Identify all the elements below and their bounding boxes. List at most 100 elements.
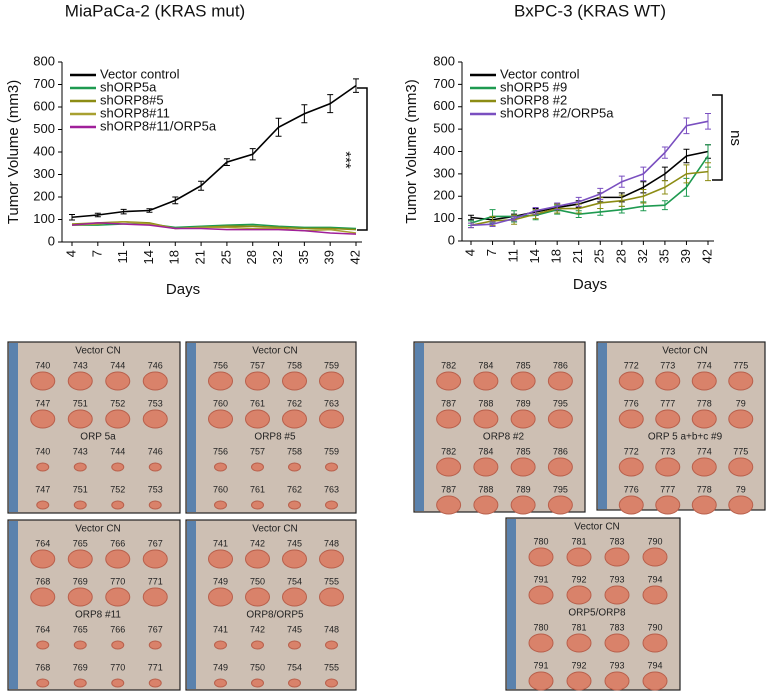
sample-label: 744 (110, 360, 125, 370)
x-tick-label: 21 (570, 249, 585, 263)
x-tick-label: 11 (506, 249, 521, 263)
sample-label: 774 (697, 360, 712, 370)
sample-label: 790 (647, 622, 662, 632)
tumor (288, 500, 301, 510)
ruler (415, 343, 424, 511)
y-tick-label: 500 (33, 121, 55, 136)
error-bar (468, 222, 474, 229)
y-tick-label: 500 (433, 121, 455, 136)
sample-label: 770 (110, 662, 125, 672)
sample-label: 753 (148, 398, 163, 408)
y-tick-label: 0 (48, 233, 55, 248)
group-label: ORP8/ORP5 (246, 610, 304, 621)
sample-label: 780 (533, 622, 548, 632)
sample-label: 750 (250, 662, 265, 672)
x-tick-label: 4 (462, 249, 477, 256)
tumor (251, 640, 264, 650)
sample-label: 771 (148, 576, 163, 586)
tumor (566, 585, 592, 605)
sample-label: 763 (324, 398, 339, 408)
sample-label: 775 (733, 360, 748, 370)
sample-label: 79 (736, 484, 746, 494)
y-tick-label: 100 (33, 211, 55, 226)
tumor (655, 457, 681, 477)
tumor (282, 587, 307, 607)
error-bar (327, 94, 334, 114)
sample-label: 778 (697, 484, 712, 494)
y-tick-label: 100 (433, 210, 455, 225)
sample-label: 792 (571, 660, 586, 670)
y-tick-label: 300 (33, 166, 55, 181)
chart-title: BxPC-3 (KRAS WT) (514, 1, 666, 20)
tumor (208, 549, 233, 569)
sample-label: 742 (250, 624, 265, 634)
sample-label: 79 (736, 398, 746, 408)
sample-label: 747 (35, 484, 50, 494)
tumor (30, 371, 56, 391)
tumor (604, 585, 630, 605)
tumor (325, 462, 338, 472)
x-tick-label: 28 (244, 250, 259, 264)
tumor (73, 640, 87, 650)
tumor (604, 547, 630, 567)
ruler (187, 521, 196, 689)
series-line (71, 222, 357, 235)
tumor (618, 409, 644, 429)
tumor (30, 587, 56, 607)
error-bar (640, 166, 647, 182)
sample-label: 758 (287, 360, 302, 370)
sample-label: 790 (647, 536, 662, 546)
x-tick-label: 32 (270, 250, 285, 264)
tumor (214, 500, 227, 510)
error-bar (618, 175, 625, 188)
tumor (642, 633, 668, 653)
sample-label: 754 (287, 576, 302, 586)
series-line (470, 155, 709, 224)
tumor (319, 371, 344, 391)
error-bar (69, 214, 75, 221)
sample-label: 740 (35, 360, 50, 370)
tumor (642, 671, 668, 691)
y-tick-label: 400 (33, 143, 55, 158)
tumor (528, 633, 554, 653)
y-tick-label: 800 (433, 53, 455, 68)
chart-title: MiaPaCa-2 (KRAS mut) (65, 1, 245, 20)
tumor (473, 457, 499, 477)
error-bar (198, 180, 205, 191)
error-bar (532, 206, 539, 215)
legend-label: shORP5a (100, 79, 157, 94)
error-bar (249, 148, 256, 161)
x-tick-label: 21 (193, 250, 208, 264)
sample-label: 755 (324, 576, 339, 586)
error-bar (661, 146, 668, 159)
sample-label: 755 (324, 662, 339, 672)
tumor (251, 678, 264, 688)
tumor (282, 549, 307, 569)
x-tick-label: 25 (218, 250, 233, 264)
tumor (618, 371, 644, 391)
tumor (618, 457, 644, 477)
group-label: ORP5/ORP8 (568, 608, 626, 619)
y-tick-label: 800 (33, 53, 55, 68)
x-axis-label: Days (573, 276, 607, 293)
legend-label: shORP5 #9 (500, 79, 567, 94)
tumor (473, 409, 499, 429)
sample-label: 781 (571, 622, 586, 632)
tumor (142, 371, 168, 391)
tumor (67, 371, 93, 391)
tumor (691, 457, 717, 477)
tumor (510, 457, 536, 477)
sample-label: 751 (73, 398, 88, 408)
sample-label: 756 (213, 446, 228, 456)
sample-label: 781 (571, 536, 586, 546)
sample-label: 757 (250, 360, 265, 370)
group-label: ORP8 #11 (75, 610, 121, 621)
tumor (288, 678, 301, 688)
sample-label: 784 (478, 446, 493, 456)
y-tick-label: 600 (33, 98, 55, 113)
sample-label: 794 (647, 660, 662, 670)
tumor (510, 371, 536, 391)
sample-label: 764 (35, 624, 50, 634)
sample-label: 780 (533, 536, 548, 546)
